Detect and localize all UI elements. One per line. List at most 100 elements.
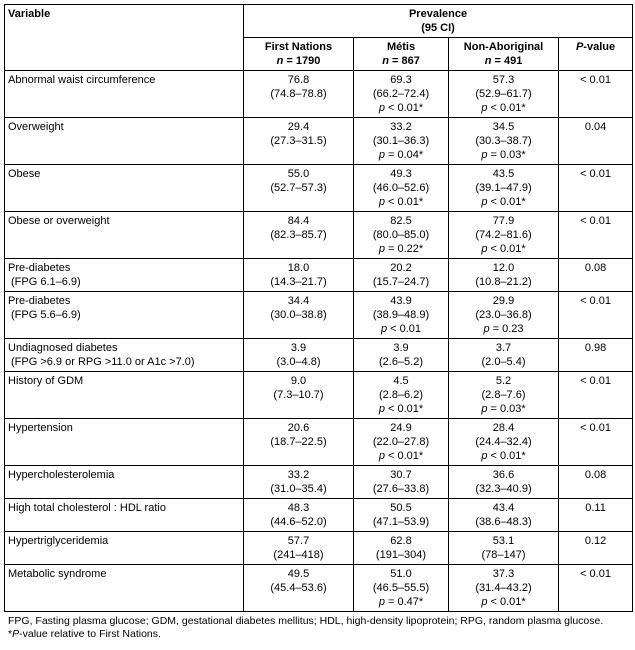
prevalence-value: 43.5 [492, 168, 515, 180]
table-row: Overweight 29.4 (27.3–31.5) p 33.2 (30.1… [4, 117, 634, 165]
table-row: Abnormal waist circumference 76.8 (74.8–… [4, 70, 634, 118]
p-vs-first-nations: p = 0.23 [483, 323, 524, 335]
p-value-cell: < 0.01 [557, 211, 634, 259]
p-value-cell: 0.08 [557, 465, 634, 499]
group-name: Non-Aboriginal [463, 41, 544, 53]
prevalence-value: 43.4 [492, 502, 515, 514]
prevalence-value: 33.2 [287, 469, 310, 481]
first-nations-cell: 34.4 (30.0–38.8) p [243, 291, 354, 339]
confidence-interval: (27.3–31.5) [270, 135, 327, 147]
prevalence-value: 33.2 [390, 121, 412, 133]
variable-column-header: Variable [4, 4, 244, 71]
confidence-interval: (27.6–33.8) [372, 483, 430, 495]
p-vs-first-nations: p = 0.03* [481, 149, 526, 161]
prevalence-value: 84.4 [287, 215, 310, 227]
first-nations-cell: 55.0 (52.7–57.3) p [243, 164, 354, 212]
variable-cell: History of GDM [4, 371, 244, 419]
prevalence-value: 20.2 [390, 262, 412, 274]
prevalence-value: 29.9 [492, 295, 515, 307]
table-row: Hypercholesterolemia 33.2 (31.0–35.4) p … [4, 465, 634, 499]
table-row: Obese 55.0 (52.7–57.3) p 49.3 (46.0–52.6… [4, 164, 634, 212]
metis-cell: 24.9 (22.0–27.8) p < 0.01* [353, 418, 449, 466]
prevalence-value: 3.9 [393, 342, 409, 354]
confidence-interval: (2.8–7.6) [481, 389, 526, 401]
prevalence-subtitle: (95 CI) [421, 22, 455, 34]
prevalence-value: 48.3 [287, 502, 310, 514]
non-aboriginal-cell: 29.9 (23.0–36.8) p = 0.23 [448, 291, 559, 339]
metis-cell: 33.2 (30.1–36.3) p = 0.04* [353, 117, 449, 165]
non-aboriginal-cell: 36.6 (32.3–40.9) p [448, 465, 559, 499]
confidence-interval: (45.4–53.6) [270, 582, 327, 594]
metis-cell: 30.7 (27.6–33.8) p [353, 465, 449, 499]
column-header-metis: Métis n = 867 [353, 37, 449, 71]
variable-label: Hypercholesterolemia [8, 469, 115, 481]
prevalence-value: 12.0 [492, 262, 515, 274]
variable-label: Undiagnosed diabetes [8, 342, 118, 354]
p-value-cell: 0.12 [557, 531, 634, 565]
confidence-interval: (52.7–57.3) [270, 182, 327, 194]
confidence-interval: (23.0–36.8) [475, 309, 532, 321]
variable-label: Pre-diabetes [8, 295, 71, 307]
column-header-p-value: P-value [557, 37, 634, 71]
variable-label: Metabolic syndrome [8, 568, 107, 580]
confidence-interval: (191–304) [375, 549, 427, 561]
variable-label: High total cholesterol : HDL ratio [8, 502, 166, 514]
p-value-cell: < 0.01 [557, 371, 634, 419]
confidence-interval: (31.4–43.2) [475, 582, 532, 594]
prevalence-value: 43.9 [390, 295, 412, 307]
first-nations-cell: 76.8 (74.8–78.8) p [243, 70, 354, 118]
group-name: Métis [386, 41, 416, 53]
variable-label: History of GDM [8, 375, 84, 387]
prevalence-title: Prevalence [408, 8, 468, 20]
first-nations-cell: 57.7 (241–418) p [243, 531, 354, 565]
variable-cell: Obese or overweight [4, 211, 244, 259]
p-vs-first-nations: p < 0.01* [481, 243, 526, 255]
table-row: Pre-diabetes (FPG 5.6–6.9) 34.4 (30.0–38… [4, 291, 634, 339]
metis-cell: 49.3 (46.0–52.6) p < 0.01* [353, 164, 449, 212]
metis-cell: 51.0 (46.5–55.5) p = 0.47* [353, 564, 449, 612]
confidence-interval: (31.0–35.4) [270, 483, 327, 495]
prevalence-value: 5.2 [495, 375, 512, 387]
p-vs-first-nations: p < 0.01* [378, 403, 424, 415]
p-value-cell: < 0.01 [557, 70, 634, 118]
table-row: Obese or overweight 84.4 (82.3–85.7) p 8… [4, 211, 634, 259]
confidence-interval: (15.7–24.7) [372, 276, 430, 288]
confidence-interval: (47.1–53.9) [372, 516, 430, 528]
prevalence-value: 49.5 [287, 568, 310, 580]
p-vs-first-nations: p < 0.01* [378, 102, 424, 114]
prevalence-group-header: Prevalence (95 CI) [242, 4, 634, 38]
p-value-cell: 0.08 [557, 258, 634, 292]
prevalence-value: 9.0 [290, 375, 307, 387]
prevalence-value: 76.8 [287, 74, 310, 86]
non-aboriginal-cell: 3.7 (2.0–5.4) p [448, 338, 559, 372]
confidence-interval: (74.2–81.6) [475, 229, 532, 241]
first-nations-cell: 84.4 (82.3–85.7) p [243, 211, 354, 259]
prevalence-value: 55.0 [287, 168, 310, 180]
metis-cell: 4.5 (2.8–6.2) p < 0.01* [353, 371, 449, 419]
confidence-interval: (3.0–4.8) [276, 356, 321, 368]
variable-cell: Undiagnosed diabetes (FPG >6.9 or RPG >1… [4, 338, 244, 372]
confidence-interval: (10.8–21.2) [475, 276, 532, 288]
variable-cell: Hypertriglyceridemia [4, 531, 244, 565]
header-row-2: First Nations n = 1790 Métis n = 867 Non… [5, 37, 634, 71]
metis-cell: 20.2 (15.7–24.7) p [353, 258, 449, 292]
prevalence-value: 51.0 [390, 568, 412, 580]
first-nations-cell: 33.2 (31.0–35.4) p [243, 465, 354, 499]
prevalence-value: 34.4 [287, 295, 310, 307]
group-n: n = 491 [484, 55, 523, 67]
confidence-interval: (39.1–47.9) [475, 182, 532, 194]
prevalence-value: 77.9 [492, 215, 515, 227]
footnotes: FPG, Fasting plasma glucose; GDM, gestat… [8, 615, 635, 641]
p-vs-first-nations: p < 0.01* [481, 102, 526, 114]
metis-cell: 82.5 (80.0–85.0) p = 0.22* [353, 211, 449, 259]
group-name: First Nations [264, 41, 333, 53]
confidence-interval: (2.8–6.2) [378, 389, 424, 401]
p-vs-first-nations: p < 0.01* [378, 196, 424, 208]
non-aboriginal-cell: 43.4 (38.6–48.3) p [448, 498, 559, 532]
confidence-interval: (30.0–38.8) [270, 309, 327, 321]
variable-cell: Hypercholesterolemia [4, 465, 244, 499]
non-aboriginal-cell: 43.5 (39.1–47.9) p < 0.01* [448, 164, 559, 212]
confidence-interval: (82.3–85.7) [270, 229, 327, 241]
confidence-interval: (22.0–27.8) [372, 436, 430, 448]
first-nations-cell: 20.6 (18.7–22.5) p [243, 418, 354, 466]
